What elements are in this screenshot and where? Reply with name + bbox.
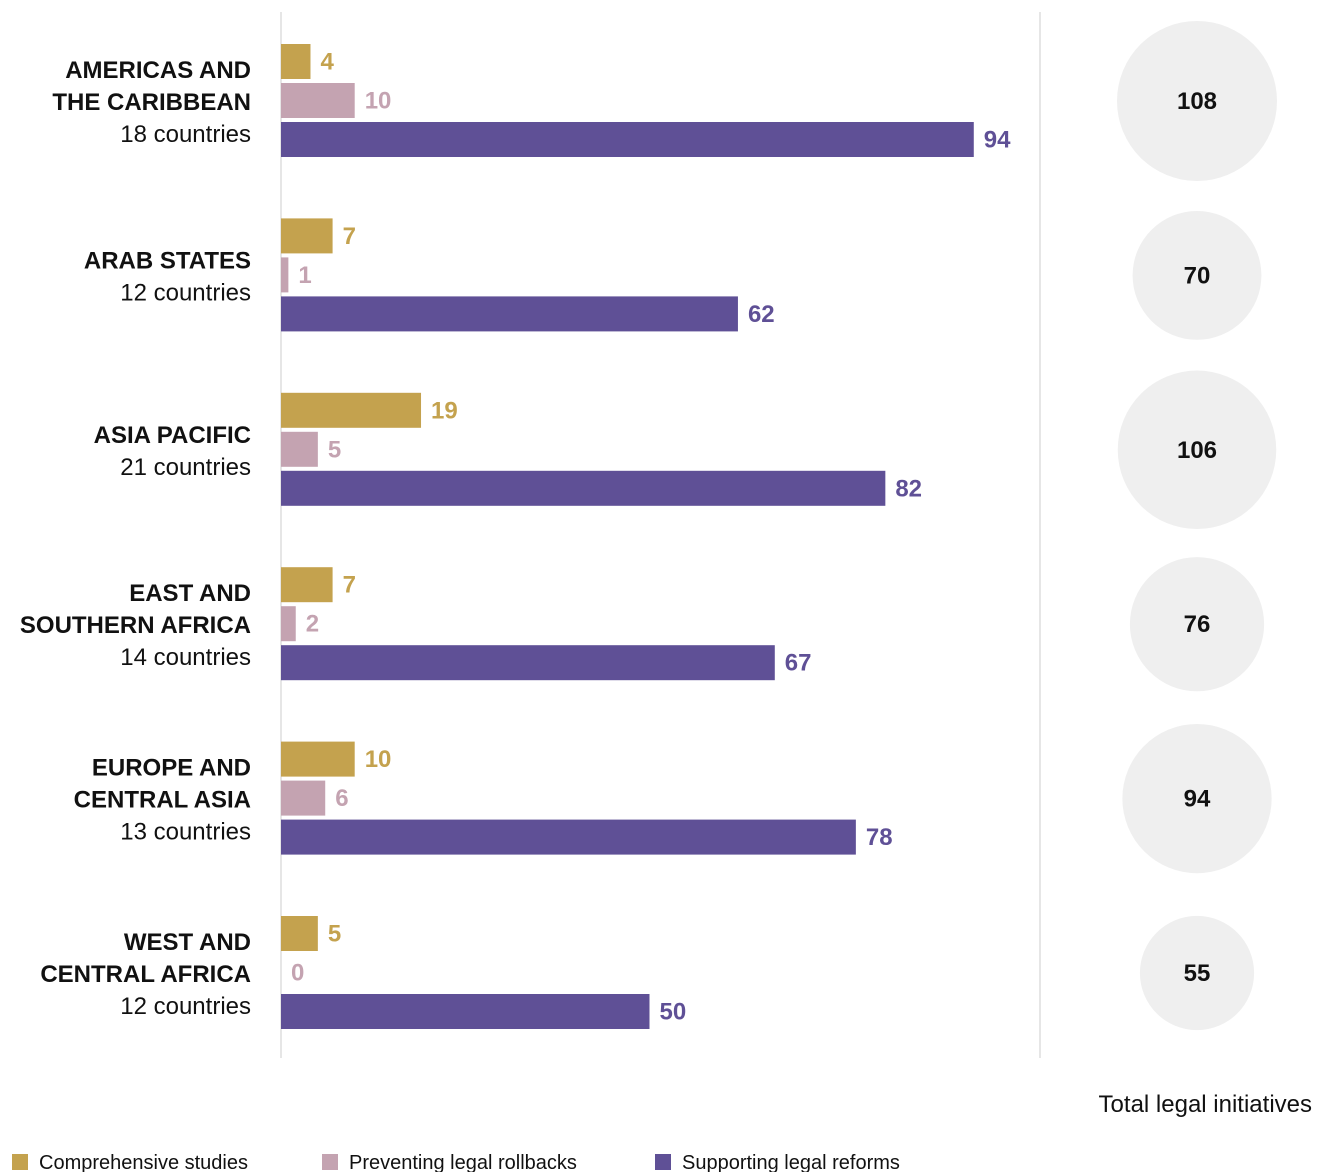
- bar-value-label: 67: [785, 650, 812, 677]
- bar-comprehensive-studies: [281, 218, 333, 254]
- bar-value-label: 6: [335, 785, 348, 812]
- total-value-label: 55: [1184, 960, 1211, 987]
- bar-value-label: 62: [748, 301, 775, 328]
- bar-comprehensive-studies: [281, 44, 311, 79]
- legend-label: Preventing legal rollbacks: [349, 1152, 577, 1172]
- bar-preventing-legal-rollbacks: [281, 780, 326, 816]
- bar-value-label: 5: [328, 436, 341, 463]
- bar-preventing-legal-rollbacks: [281, 257, 289, 293]
- bar-supporting-legal-reforms: [281, 819, 856, 855]
- total-circle: [1117, 370, 1277, 530]
- region-country-count: 21 countries: [120, 454, 251, 481]
- bar-value-label: 2: [306, 611, 319, 638]
- region-label: EUROPE AND: [92, 755, 251, 782]
- region-label: ARAB STATES: [84, 247, 251, 274]
- legend-swatch: [322, 1154, 338, 1170]
- bar-value-label: 19: [431, 397, 458, 424]
- bar-value-label: 7: [343, 223, 356, 250]
- bar-value-label: 78: [866, 824, 893, 851]
- bar-value-label: 0: [291, 960, 304, 987]
- region-country-count: 12 countries: [120, 279, 251, 306]
- bar-value-label: 1: [298, 262, 311, 289]
- region-label: SOUTHERN AFRICA: [20, 612, 251, 639]
- region-label: EAST AND: [129, 580, 251, 607]
- region-label: CENTRAL AFRICA: [40, 961, 251, 988]
- total-circle: [1129, 557, 1265, 692]
- region-country-count: 13 countries: [120, 819, 251, 846]
- total-value-label: 106: [1177, 437, 1217, 464]
- total-circle: [1132, 210, 1262, 340]
- legend-label: Comprehensive studies: [39, 1152, 248, 1172]
- region-country-count: 18 countries: [120, 121, 251, 148]
- total-value-label: 70: [1184, 262, 1211, 289]
- legend: Comprehensive studies Preventing legal ro…: [12, 1152, 900, 1172]
- bar-supporting-legal-reforms: [281, 645, 775, 681]
- bar-value-label: 50: [660, 999, 687, 1026]
- totals-group: 108 70 106 76 94 55: [1117, 21, 1277, 1031]
- legend-label: Supporting legal reforms: [682, 1152, 900, 1172]
- total-value-label: 94: [1184, 786, 1211, 813]
- total-circle: [1117, 21, 1277, 181]
- bar-comprehensive-studies: [281, 741, 355, 777]
- bar-value-label: 94: [984, 127, 1011, 154]
- total-circle: [1139, 915, 1255, 1031]
- region-country-count: 14 countries: [120, 644, 251, 671]
- region-label: CENTRAL ASIA: [74, 787, 251, 814]
- total-value-label: 76: [1184, 611, 1211, 638]
- bar-preventing-legal-rollbacks: [281, 431, 318, 467]
- bar-comprehensive-studies: [281, 916, 318, 951]
- region-label: AMERICAS AND: [65, 57, 251, 84]
- region-country-count: 12 countries: [120, 993, 251, 1020]
- totals-caption: Total legal initiatives: [1099, 1091, 1312, 1118]
- bar-value-label: 10: [365, 746, 392, 773]
- bar-supporting-legal-reforms: [281, 122, 974, 157]
- total-circle: [1122, 723, 1272, 874]
- bar-supporting-legal-reforms: [281, 296, 738, 332]
- bar-supporting-legal-reforms: [281, 994, 650, 1029]
- legend-swatch: [12, 1154, 28, 1170]
- region-label: ASIA PACIFIC: [94, 422, 251, 449]
- bar-value-label: 82: [895, 475, 922, 502]
- bar-value-label: 5: [328, 921, 341, 948]
- legend-swatch: [655, 1154, 671, 1170]
- region-label: WEST AND: [124, 929, 251, 956]
- bar-supporting-legal-reforms: [281, 470, 886, 506]
- region-label: THE CARIBBEAN: [52, 89, 251, 116]
- total-value-label: 108: [1177, 88, 1217, 115]
- bar-value-label: 4: [320, 49, 334, 76]
- bar-value-label: 10: [365, 88, 392, 115]
- bar-comprehensive-studies: [281, 392, 422, 428]
- bar-comprehensive-studies: [281, 567, 333, 603]
- bar-value-label: 7: [343, 572, 356, 599]
- bar-preventing-legal-rollbacks: [281, 83, 355, 118]
- bar-preventing-legal-rollbacks: [281, 606, 296, 642]
